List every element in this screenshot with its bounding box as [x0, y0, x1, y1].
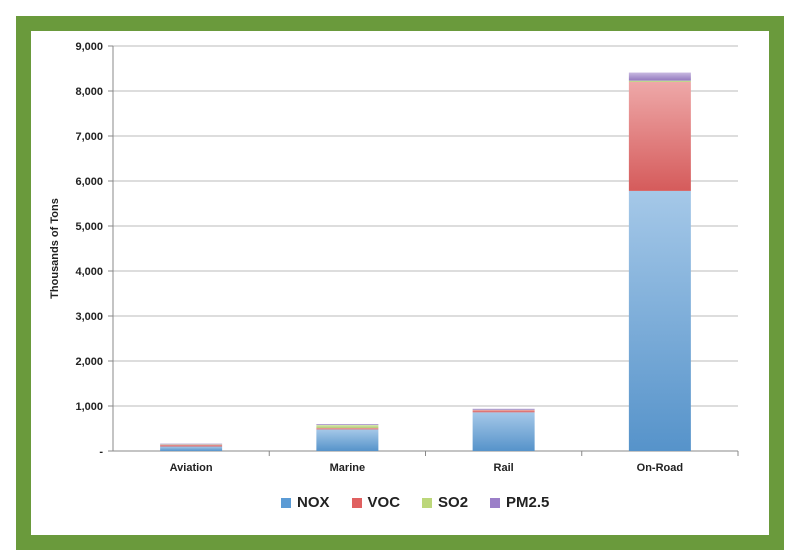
chart-legend: NOX VOC SO2 PM2.5	[281, 494, 549, 511]
x-tick-label: On-Road	[637, 462, 683, 474]
legend-label: SO2	[438, 494, 469, 511]
bar-voc-aviation	[160, 444, 223, 447]
bar-nox-aviation	[160, 446, 223, 451]
x-tick-label: Marine	[330, 462, 365, 474]
legend-item: SO2	[422, 494, 468, 511]
y-tick-label: 8,000	[75, 86, 103, 98]
bar-pm25-aviation	[160, 443, 223, 445]
legend-swatch	[351, 497, 362, 508]
legend-swatch	[490, 497, 501, 508]
legend-item: NOX	[281, 494, 330, 511]
legend-label: NOX	[297, 494, 330, 511]
y-tick-label: 2,000	[75, 356, 103, 368]
x-tick-label: Rail	[494, 462, 514, 474]
bar-voc-on-road	[628, 82, 691, 191]
x-tick-label: Aviation	[170, 462, 213, 474]
bar-so2-on-road	[628, 80, 691, 82]
y-tick-label: 3,000	[75, 311, 103, 323]
y-tick-label: 7,000	[75, 131, 103, 143]
legend-label: PM2.5	[506, 494, 550, 511]
bar-voc-marine	[316, 428, 379, 430]
legend-swatch	[281, 497, 291, 508]
bar-chart: - 1,000 2,000 3,000 4,000 5,000 6,000 7,000 8,00…	[49, 41, 739, 474]
bar-pm25-marine	[316, 424, 379, 425]
bar-nox-marine	[316, 429, 379, 451]
bar-pm25-on-road	[628, 72, 691, 81]
legend-item: VOC	[351, 494, 401, 511]
y-tick-label: 6,000	[75, 176, 103, 188]
chart-frame: - 1,000 2,000 3,000 4,000 5,000 6,000 7,000 8,00…	[16, 16, 784, 550]
bar-voc-rail	[472, 410, 535, 413]
y-tick-label: 1,000	[75, 401, 103, 413]
legend-swatch	[422, 497, 433, 508]
legend-item: PM2.5	[490, 494, 549, 511]
bar-so2-marine	[316, 424, 379, 429]
legend-label: VOC	[367, 494, 401, 511]
bar-nox-rail	[472, 412, 535, 451]
bar-pm25-rail	[472, 408, 535, 410]
y-axis-title: Thousands of Tons	[49, 198, 61, 299]
y-tick-label: 5,000	[75, 221, 103, 233]
bar-nox-on-road	[628, 190, 691, 451]
y-tick-label: 9,000	[75, 41, 103, 53]
y-tick-label: -	[99, 446, 103, 458]
y-tick-label: 4,000	[75, 266, 103, 278]
